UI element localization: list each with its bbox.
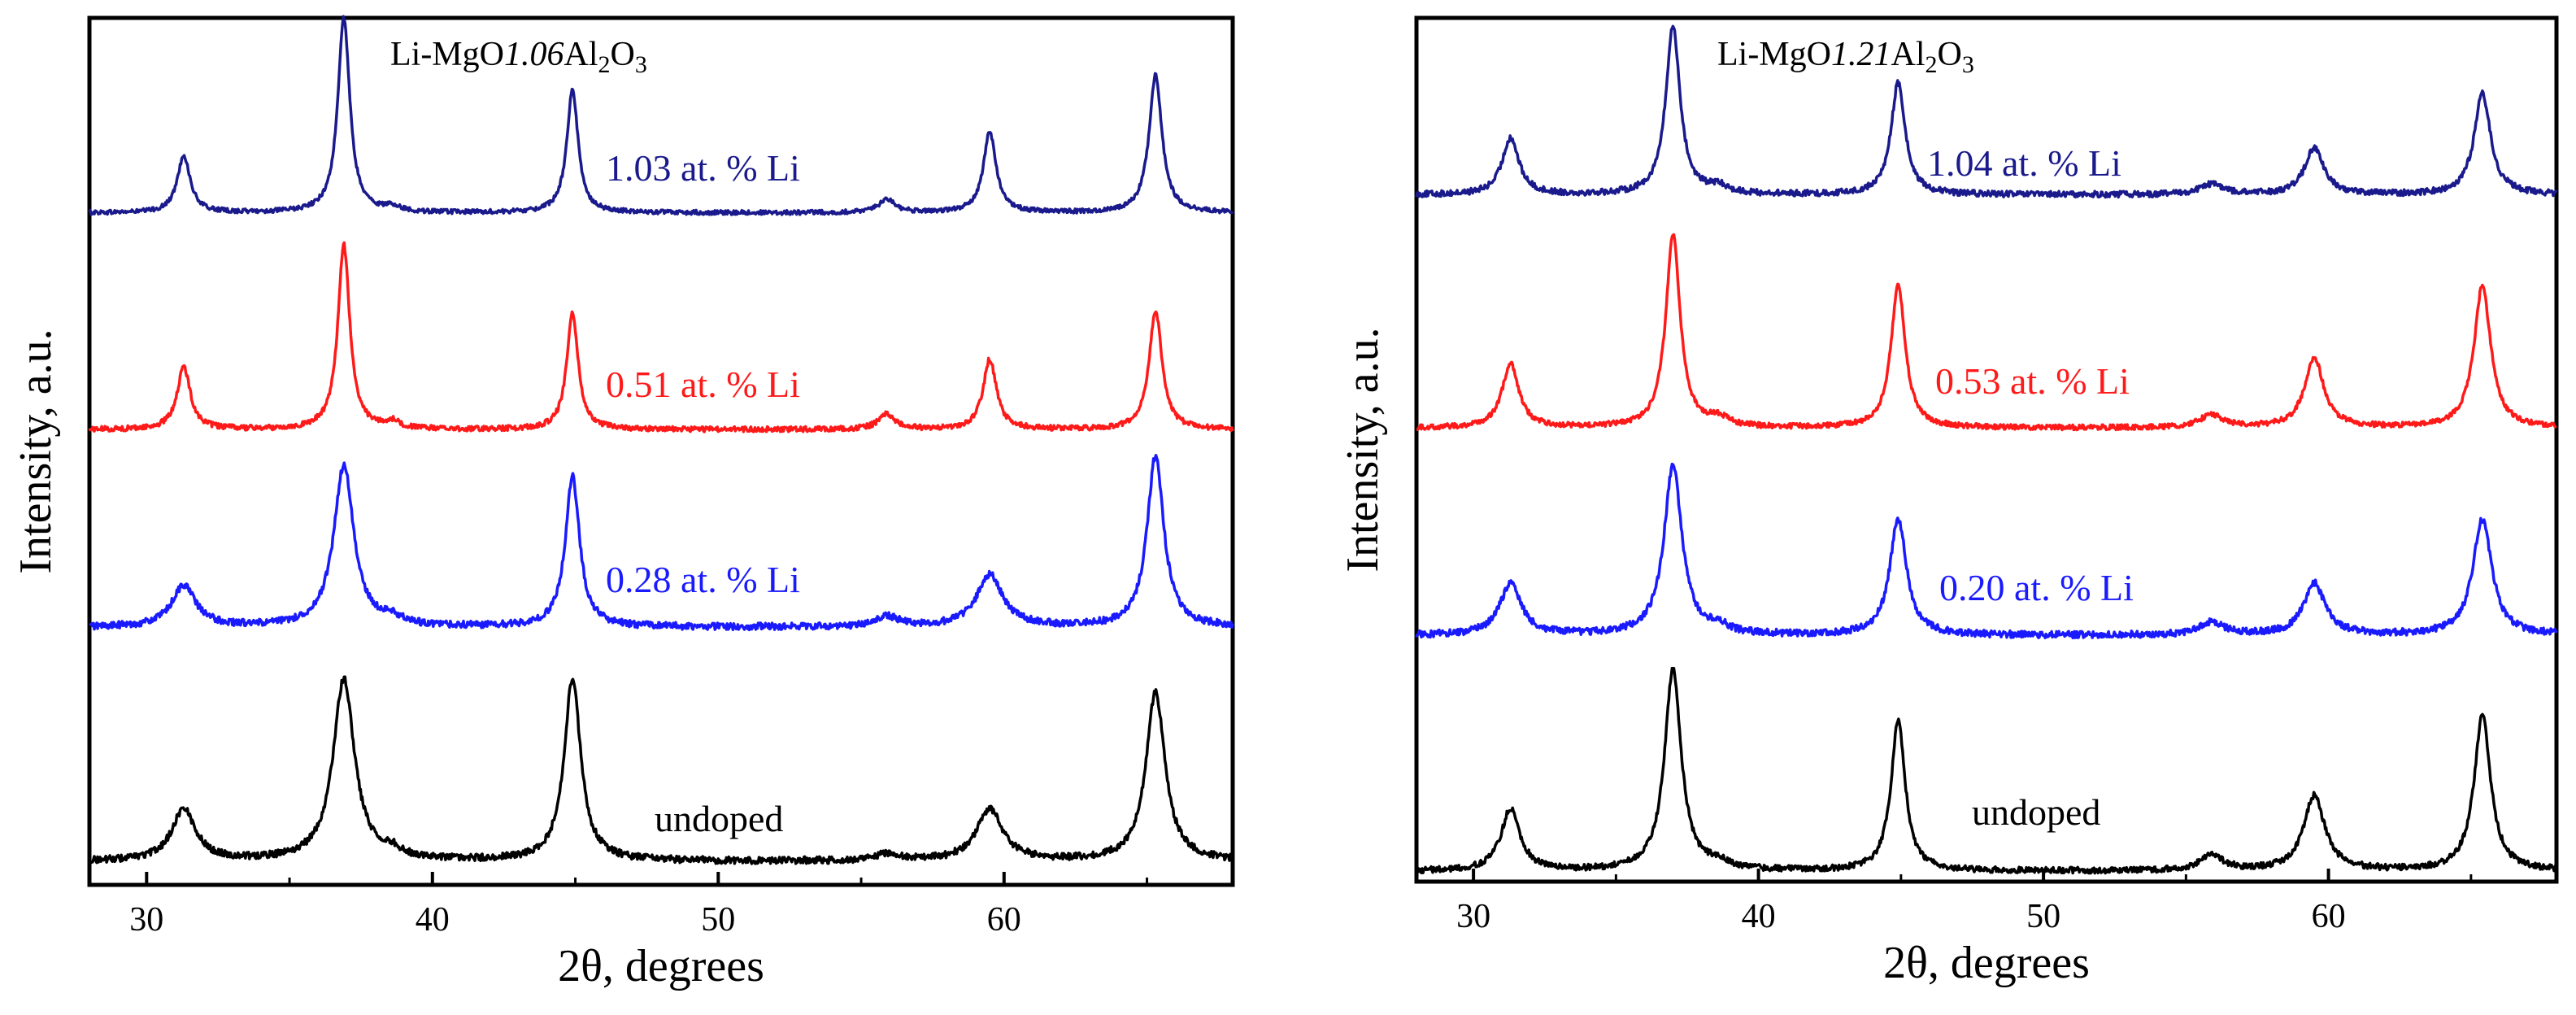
chart-title: Li-MgO1.06Al2O3: [390, 36, 647, 78]
plot-frame: [87, 15, 1235, 887]
x-tick-label: 60: [987, 901, 1021, 939]
y-axis-label: Intensity, a.u.: [11, 329, 61, 573]
x-axis-label: 2θ, degrees: [1883, 938, 2090, 988]
x-tick-label: 40: [1742, 898, 1776, 935]
series-label: undoped: [1972, 791, 2100, 833]
chart-title: Li-MgO1.21Al2O3: [1717, 36, 1974, 78]
x-tick-label: 30: [129, 901, 163, 939]
x-tick-label: 50: [2026, 898, 2060, 935]
series-line: [1415, 666, 2558, 875]
series-label: 0.53 at. % Li: [1935, 360, 2130, 402]
series-label: 0.51 at. % Li: [606, 364, 800, 405]
series-label: undoped: [655, 798, 783, 839]
series-line: [1415, 24, 2558, 199]
series-line: [88, 15, 1234, 216]
x-tick-label: 30: [1456, 898, 1490, 935]
series-label: 1.03 at. % Li: [606, 147, 800, 189]
x-tick-label: 60: [2312, 898, 2346, 935]
series-line: [88, 241, 1234, 433]
y-axis-label: Intensity, a.u.: [1338, 327, 1388, 572]
series-label: 0.28 at. % Li: [606, 559, 800, 600]
series-line: [89, 454, 1234, 632]
x-tick-label: 40: [416, 901, 450, 939]
series-line: [1416, 233, 2557, 432]
series-line: [1415, 462, 2558, 640]
chart-panel-2: 30 40 50 60 2θ, degrees Intensity, a.u. Li-MgO…: [1338, 15, 2559, 988]
chart-panel-1: 30 40 50 60 2θ, degrees Intensity, a.u. Li-MgO…: [11, 15, 1235, 991]
plot-frame: [1414, 15, 2559, 884]
x-axis-label: 2θ, degrees: [558, 941, 764, 991]
series-line: [88, 675, 1234, 865]
series-label: 1.04 at. % Li: [1927, 142, 2121, 184]
series-label: 0.20 at. % Li: [1939, 567, 2134, 608]
x-tick-label: 50: [701, 901, 735, 939]
